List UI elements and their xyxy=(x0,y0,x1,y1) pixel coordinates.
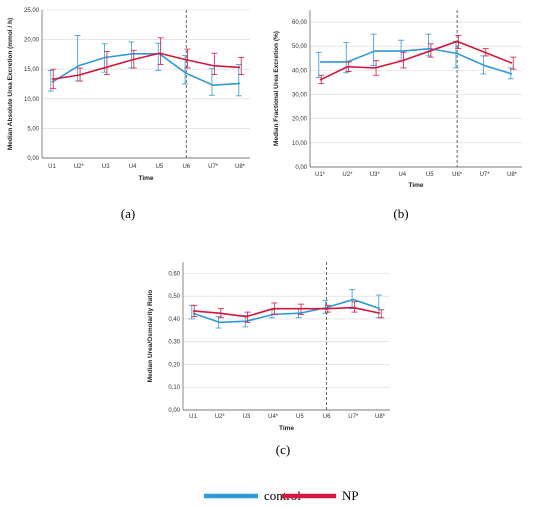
panel-c-xtick-label: U5 xyxy=(296,414,304,420)
panel-a-xtick-label: U4 xyxy=(129,164,137,170)
panel-c-xtick-label: U8* xyxy=(375,414,386,420)
chart-panel-a: 0,00 5,00 10,00 15,00 20,00 25,00 U1 U2* U3 U4 U5 U… xyxy=(7,8,250,182)
panel-b-ytick-label: 0,00 xyxy=(295,165,307,171)
panel-c-caption: (c) xyxy=(276,442,290,457)
panel-a-ytick-label: 25,00 xyxy=(24,8,40,14)
panel-a-xtick-label: U6 xyxy=(182,164,190,170)
panel-b-x-axis-label: Time xyxy=(408,182,423,189)
panel-c-xtick-label: U2* xyxy=(215,414,226,420)
panel-c-ytick-label: 0,40 xyxy=(168,317,180,323)
panel-a-xtick-label: U1 xyxy=(48,164,56,170)
panel-b-control-series-line xyxy=(320,47,513,75)
legend: control NP xyxy=(204,488,359,503)
panel-c-xtick-label: U1 xyxy=(189,414,197,420)
panel-b-ytick-label: 40,00 xyxy=(292,68,308,74)
panel-c-ytick-label: 0,60 xyxy=(168,271,180,277)
panel-b-xtick-label: U3* xyxy=(370,172,381,178)
panel-c-np-series-line xyxy=(192,306,381,318)
panel-a-xtick-label: U2* xyxy=(74,164,85,170)
panel-a-xtick-label: U8* xyxy=(235,164,246,170)
legend-np-label: NP xyxy=(342,488,359,503)
panel-c-xtick-label: U7* xyxy=(348,414,359,420)
panel-c-ytick-label: 0,10 xyxy=(168,385,180,391)
panel-c-x-axis-label: Time xyxy=(279,425,294,432)
panel-a-caption: (a) xyxy=(121,206,135,221)
panel-b-y-axis-label: Median Fractional Urea Excretion (%) xyxy=(273,31,280,146)
panel-a-ytick-label: 15,00 xyxy=(24,67,40,73)
panel-c-control-series-line xyxy=(192,298,381,324)
panel-b-np-series-line xyxy=(319,40,513,81)
panel-b-xtick-label: U6* xyxy=(452,172,463,178)
panel-b-xtick-label: U4 xyxy=(398,172,406,178)
panel-b-xtick-label: U2* xyxy=(342,172,353,178)
panel-c-xtick-label: U3 xyxy=(243,414,251,420)
panel-b-ytick-label: 10,00 xyxy=(292,141,308,147)
panel-a-xtick-label: U5 xyxy=(156,164,164,170)
panel-a-x-axis-label: Time xyxy=(138,175,153,182)
panel-c-xtick-label: U4* xyxy=(268,414,279,420)
panel-a-xtick-label: U3 xyxy=(102,164,110,170)
panel-b-xtick-label: U8* xyxy=(507,172,518,178)
panel-b-ytick-label: 60,00 xyxy=(292,20,308,26)
panel-a-y-axis-label: Median Absolute Urea Excretion (mmol / h… xyxy=(7,18,14,150)
panel-a-ytick-label: 10,00 xyxy=(24,97,40,103)
panel-c-ytick-label: 0,00 xyxy=(168,408,180,414)
panel-a-ytick-label: 5,00 xyxy=(27,126,39,132)
chart-panel-b: 0,00 10,00 20,00 30,00 40,00 50,00 60,00 U1* U2*… xyxy=(273,10,522,189)
panel-a-ytick-label: 20,00 xyxy=(24,38,40,44)
panel-b-caption: (b) xyxy=(393,206,408,221)
panel-b-ytick-label: 20,00 xyxy=(292,117,308,123)
panel-c-ytick-label: 0,50 xyxy=(168,294,180,300)
panel-c-y-axis-label: Median Urea/Osmolarity Ratio xyxy=(147,290,154,382)
panel-b-xtick-label: U1* xyxy=(315,172,326,178)
panel-a-control-series-line xyxy=(51,53,241,86)
panel-b-ytick-label: 30,00 xyxy=(292,93,308,99)
panel-b-ytick-label: 50,00 xyxy=(292,44,308,50)
panel-a-xtick-label: U7* xyxy=(208,164,219,170)
panel-b-xtick-label: U5 xyxy=(426,172,434,178)
panel-c-xtick-label: U6 xyxy=(323,414,331,420)
panel-c-ytick-label: 0,30 xyxy=(168,340,180,346)
panel-b-xtick-label: U7* xyxy=(480,172,491,178)
chart-panel-c: 0,00 0,10 0,20 0,30 0,40 0,50 0,60 U1 U2* U3 U4* U5… xyxy=(147,262,390,432)
panel-c-ytick-label: 0,20 xyxy=(168,362,180,368)
panel-a-np-series-line xyxy=(51,52,241,81)
panel-a-ytick-label: 0,00 xyxy=(27,156,39,162)
